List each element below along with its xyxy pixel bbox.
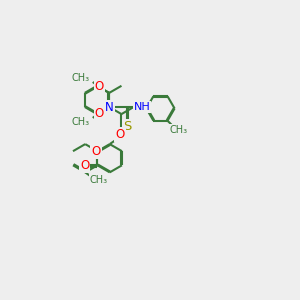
Text: N: N — [105, 100, 114, 113]
Text: CH₃: CH₃ — [71, 73, 89, 83]
Text: O: O — [116, 128, 124, 141]
Text: O: O — [80, 159, 89, 172]
Text: CH₃: CH₃ — [71, 117, 89, 127]
Text: O: O — [94, 107, 104, 120]
Text: NH: NH — [134, 102, 151, 112]
Text: O: O — [94, 80, 104, 93]
Text: CH₃: CH₃ — [90, 175, 108, 185]
Text: O: O — [92, 145, 100, 158]
Text: CH₃: CH₃ — [170, 124, 188, 135]
Text: S: S — [123, 120, 131, 133]
